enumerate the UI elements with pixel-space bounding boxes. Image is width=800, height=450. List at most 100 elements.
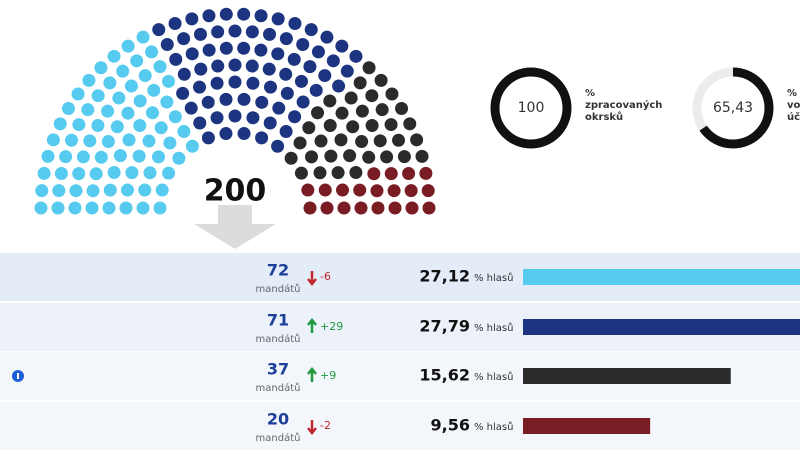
ring-caption: okrsků <box>585 110 623 123</box>
seat <box>163 136 177 150</box>
seat <box>46 133 60 147</box>
seat <box>294 74 308 88</box>
ring-caption: volební <box>787 99 800 111</box>
seat-count: 37 <box>267 360 289 379</box>
down-arrow <box>194 205 276 249</box>
seat <box>185 139 199 153</box>
seat <box>353 76 367 90</box>
seat <box>122 133 136 147</box>
seat <box>340 64 354 78</box>
seat <box>138 69 152 83</box>
seat <box>354 201 368 215</box>
vote-share: 15,62 <box>419 366 470 385</box>
seat <box>69 184 83 198</box>
seat <box>349 49 363 63</box>
total-seats: 200 <box>204 174 267 209</box>
seat <box>304 23 318 37</box>
arrow-down <box>307 420 317 436</box>
seat <box>155 183 169 197</box>
seat <box>202 9 216 23</box>
seat <box>335 106 349 120</box>
vote-unit: % hlasů <box>474 322 513 334</box>
seat <box>385 87 399 101</box>
seat <box>237 41 251 55</box>
seat <box>162 166 176 180</box>
seat <box>110 120 124 134</box>
seat <box>85 201 99 215</box>
seat <box>415 149 429 163</box>
seat <box>102 201 116 215</box>
seat <box>81 103 95 117</box>
seat <box>94 150 108 164</box>
seat <box>59 150 73 164</box>
seat <box>287 52 301 66</box>
seat <box>262 62 276 76</box>
seat <box>35 184 49 198</box>
ring-caption: % <box>585 88 595 99</box>
seat <box>107 166 121 180</box>
seat <box>272 101 286 115</box>
seat <box>101 104 115 118</box>
seat <box>143 166 157 180</box>
seat <box>331 166 345 180</box>
seat <box>145 106 159 120</box>
seat <box>296 37 310 51</box>
seat <box>41 149 55 163</box>
seat <box>380 150 394 164</box>
seat <box>365 119 379 133</box>
seat <box>107 49 121 63</box>
seat <box>373 134 387 148</box>
seat <box>91 119 105 133</box>
vote-unit: % hlasů <box>474 272 513 284</box>
ring-caption: účast <box>787 111 800 123</box>
seat <box>138 183 152 197</box>
seat <box>68 201 82 215</box>
seat <box>246 76 260 90</box>
seat <box>421 184 435 198</box>
seat <box>395 101 409 115</box>
seat-change: -6 <box>320 270 331 283</box>
seat <box>147 83 161 97</box>
seat <box>177 67 191 81</box>
seat <box>193 27 207 41</box>
seat <box>320 201 334 215</box>
seat <box>279 32 293 46</box>
seat <box>86 184 100 198</box>
seat <box>103 183 117 197</box>
seat <box>346 120 360 134</box>
arrow-up <box>307 317 317 333</box>
seat <box>279 125 293 139</box>
info-icon-mark <box>17 373 19 379</box>
ring-caption: zpracovaných <box>585 99 662 111</box>
seat <box>353 183 367 197</box>
seat <box>153 201 167 215</box>
seat <box>311 45 325 59</box>
seat <box>303 201 317 215</box>
seat <box>355 104 369 118</box>
seat <box>160 37 174 51</box>
seat-unit: mandátů <box>256 333 301 345</box>
ring-progress <box>692 67 774 149</box>
seat <box>254 43 268 57</box>
seat <box>76 150 90 164</box>
seat <box>37 166 51 180</box>
seat <box>349 166 363 180</box>
seat <box>211 59 225 73</box>
seat <box>263 80 277 94</box>
seat <box>318 69 332 83</box>
seat <box>284 151 298 165</box>
vote-unit: % hlasů <box>474 371 513 383</box>
seat <box>245 59 259 73</box>
ring-value: 100 <box>518 100 545 116</box>
seat <box>334 133 348 147</box>
seat <box>219 92 233 106</box>
seat <box>172 151 186 165</box>
seat <box>323 94 337 108</box>
seat <box>228 58 242 72</box>
seat <box>176 86 190 100</box>
seat <box>169 52 183 66</box>
ring-value: 65,43 <box>713 100 753 116</box>
seat <box>210 111 224 125</box>
seat <box>133 118 147 132</box>
seat <box>387 184 401 198</box>
